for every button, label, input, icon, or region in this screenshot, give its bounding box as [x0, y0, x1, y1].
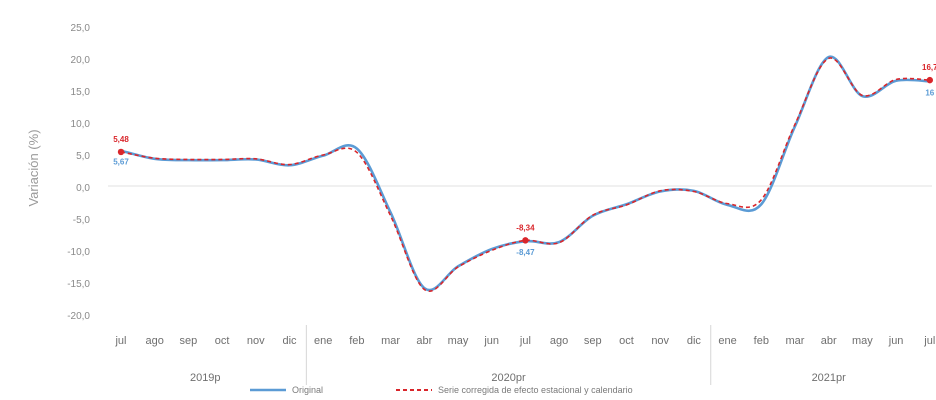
x-tick-label: feb — [754, 335, 769, 347]
y-tick-label: 5,0 — [76, 151, 90, 162]
y-tick-label: 20,0 — [71, 55, 91, 66]
x-tick-label: may — [852, 335, 873, 347]
y-tick-label: -15,0 — [67, 279, 90, 290]
year-group-label: 2021pr — [812, 372, 847, 384]
y-tick-label: -20,0 — [67, 311, 90, 322]
data-label: -8,34 — [516, 223, 535, 232]
y-axis-ticks: 25,0 20,0 15,0 10,0 5,0 0,0 -5,0 -10,0 -15,0 -20,… — [67, 23, 90, 322]
x-tick-label: oct — [215, 335, 230, 347]
y-axis-label: Variación (%) — [26, 129, 41, 206]
x-tick-label: sep — [584, 335, 602, 347]
legend-label-corregida: Serie corregida de efecto estacional y c… — [438, 385, 633, 395]
x-tick-label: nov — [247, 335, 265, 347]
x-tick-label: nov — [651, 335, 669, 347]
legend: Original Serie corregida de efecto estac… — [250, 385, 633, 395]
year-group-label: 2020pr — [491, 372, 526, 384]
x-tick-label: may — [448, 335, 469, 347]
data-point-marker — [926, 76, 933, 84]
data-label: 5,48 — [113, 135, 129, 144]
x-tick-label: mar — [786, 335, 805, 347]
y-tick-label: 15,0 — [71, 87, 91, 98]
y-tick-label: 0,0 — [76, 183, 90, 194]
year-group-label: 2019p — [190, 372, 221, 384]
x-axis-ticks: jul ago sep oct nov dic ene feb mar abr may jun jul a… — [114, 335, 935, 347]
y-tick-label: 10,0 — [71, 119, 91, 130]
x-tick-label: oct — [619, 335, 634, 347]
x-tick-label: jun — [888, 335, 904, 347]
x-tick-label: feb — [349, 335, 364, 347]
data-labels: 5,48 5,67 -8,34 -8,47 16,7 16 — [113, 63, 936, 257]
data-label: -8,47 — [516, 248, 535, 257]
x-tick-label: jul — [114, 335, 126, 347]
data-point-marker — [117, 148, 125, 156]
legend-label-original: Original — [292, 385, 323, 395]
x-tick-label: ago — [550, 335, 568, 347]
x-tick-label: jul — [923, 335, 935, 347]
data-label: 16 — [925, 88, 934, 97]
data-label: 5,67 — [113, 158, 129, 167]
y-tick-label: -5,0 — [73, 215, 91, 226]
x-tick-label: abr — [821, 335, 837, 347]
x-tick-label: ene — [314, 335, 332, 347]
series-line-corregida — [120, 57, 930, 292]
x-tick-label: mar — [381, 335, 400, 347]
data-label: 16,7 — [922, 63, 936, 72]
x-tick-label: ene — [718, 335, 736, 347]
y-tick-label: 25,0 — [71, 23, 91, 34]
x-tick-label: dic — [282, 335, 297, 347]
x-tick-label: jun — [483, 335, 499, 347]
year-groups: 2019p 2020pr 2021pr — [190, 325, 846, 385]
x-tick-label: ago — [146, 335, 164, 347]
data-point-marker — [522, 237, 529, 244]
x-tick-label: abr — [416, 335, 432, 347]
x-tick-label: sep — [180, 335, 198, 347]
y-tick-label: -10,0 — [67, 247, 90, 258]
x-tick-label: jul — [519, 335, 531, 347]
x-tick-label: dic — [687, 335, 702, 347]
